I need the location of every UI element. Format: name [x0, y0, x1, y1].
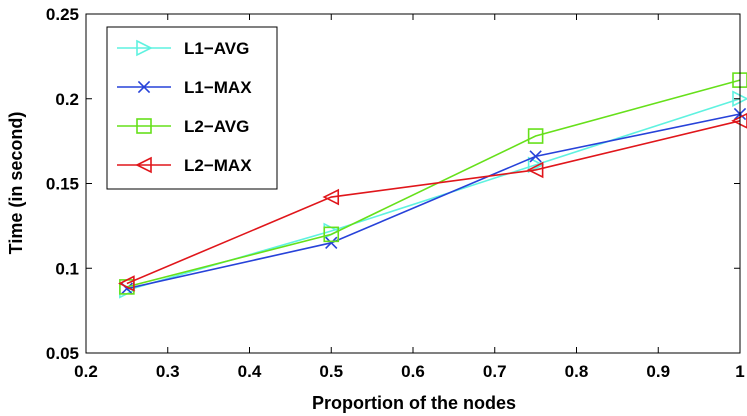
x-tick-label: 0.3 [156, 362, 180, 381]
legend-entry: L2−AVG [117, 117, 249, 136]
series-2-line [126, 113, 741, 290]
series-2-point [529, 150, 542, 163]
x-tick-label: 0.6 [401, 362, 425, 381]
x-tick-label: 0.4 [238, 362, 262, 381]
legend-marker [136, 118, 152, 134]
x-tick-label: 0.8 [565, 362, 589, 381]
series-3-point [527, 128, 544, 144]
legend-marker [137, 80, 151, 94]
legend-label: L1−MAX [184, 78, 252, 97]
x-axis-label: Proportion of the nodes [312, 393, 516, 413]
marker-stroke [137, 80, 151, 94]
marker-stroke [529, 150, 542, 163]
legend: L1−AVG L1−MAX L2−AVG L2−MAX [106, 26, 278, 190]
series-3-point [323, 226, 340, 243]
x-tick-label: 0.9 [646, 362, 670, 381]
series-3-line [126, 79, 741, 288]
legend-marker [136, 39, 153, 57]
x-tick-label: 0.7 [483, 362, 507, 381]
y-tick-label: 0.25 [46, 5, 79, 24]
legend-entry: L2−MAX [117, 156, 252, 175]
y-tick-label: 0.05 [46, 344, 79, 363]
legend-label: L1−AVG [184, 39, 249, 58]
legend-label: L2−MAX [184, 156, 252, 175]
x-tick-label: 0.5 [319, 362, 343, 381]
series-2-point [325, 236, 338, 249]
series-1-point [527, 156, 545, 174]
y-tick-label: 0.1 [55, 259, 79, 278]
legend-box [106, 26, 278, 190]
legend-marker [135, 156, 152, 174]
legend-label: L2−AVG [184, 117, 249, 136]
marker-stroke [120, 282, 134, 295]
series-4-point [322, 188, 340, 206]
x-tick-label: 0.2 [74, 362, 98, 381]
series-4-line [126, 120, 741, 285]
marker-stroke [325, 236, 338, 249]
series-4-point [118, 275, 135, 292]
y-axis-label: Time (in second) [6, 112, 26, 255]
axes: 0.2 0.3 0.4 0.5 0.6 0.7 0.8 0.9 1 0.05 0.1 0.15 0.2 0… [46, 5, 745, 381]
y-tick-label: 0.2 [55, 90, 79, 109]
y-tick-label: 0.15 [46, 175, 79, 194]
x-tick-label: 1 [735, 362, 744, 381]
legend-entry: L1−MAX [117, 78, 252, 97]
legend-entry: L1−AVG [117, 39, 249, 58]
series-4-point [526, 161, 544, 179]
